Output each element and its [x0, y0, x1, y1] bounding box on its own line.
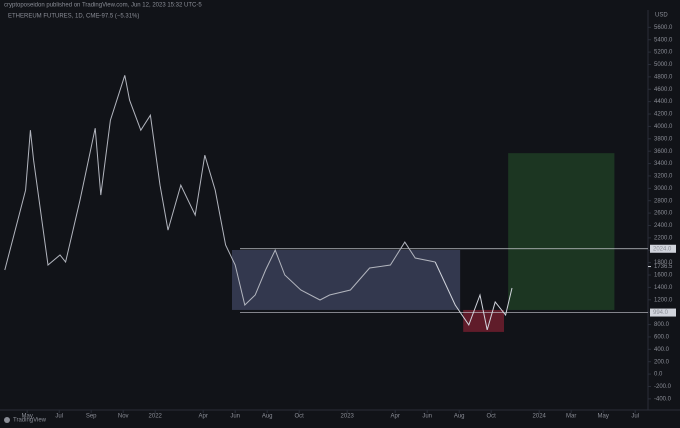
price-line [4, 75, 436, 306]
x-tick-label: Jun [422, 414, 432, 420]
zone [508, 153, 615, 310]
y-tick-label: -200.0 [654, 384, 672, 390]
x-tick-label: Sep [86, 414, 97, 420]
y-tick-label: 4400.0 [654, 99, 673, 105]
x-tick-label: Aug [454, 414, 465, 420]
y-unit: USD [655, 13, 668, 19]
chart-subtitle: −97.5 (−5.31%) [98, 14, 139, 20]
x-tick-label: Jun [230, 414, 240, 420]
x-tick-label: May [598, 414, 609, 420]
y-tick-label: 2200.0 [654, 235, 673, 241]
projection-line [434, 261, 513, 331]
x-tick-label: May [22, 414, 33, 420]
y-tick-label: 1800.0 [654, 260, 673, 266]
y-tick-label: 5000.0 [654, 62, 673, 68]
x-tick-label: 2022 [149, 414, 163, 420]
y-tick-label: 3400.0 [654, 161, 673, 167]
x-tick-label: Oct [295, 414, 305, 420]
y-tick-label: 1200.0 [654, 297, 673, 303]
y-tick-label: 1400.0 [654, 285, 673, 291]
chart-title: ETHEREUM FUTURES, 1D, CME [8, 14, 99, 20]
x-tick-label: Nov [118, 414, 129, 420]
y-tick-label: 200.0 [654, 359, 670, 365]
x-tick-label: Jul [631, 414, 639, 420]
y-tick-label: 3000.0 [654, 186, 673, 192]
x-tick-label: Jul [55, 414, 63, 420]
y-tick-label: 4200.0 [654, 112, 673, 118]
header: cryptoposeidon published on TradingView.… [4, 3, 202, 9]
zone [232, 250, 461, 310]
y-tick-label: 5600.0 [654, 25, 673, 31]
x-tick-label: 2024 [533, 414, 547, 420]
level-tag [650, 244, 676, 253]
y-tick-label: 800.0 [654, 322, 670, 328]
level-label: 2024.0 [653, 246, 672, 252]
zone [463, 309, 504, 332]
x-tick-label: Apr [391, 414, 400, 420]
y-tick-label: 400.0 [654, 347, 670, 353]
y-tick-label: 5400.0 [654, 37, 673, 43]
y-tick-label: 4800.0 [654, 74, 673, 80]
y-tick-label: 3600.0 [654, 149, 673, 155]
y-tick-label: 0.0 [654, 372, 663, 378]
y-tick-label: 2800.0 [654, 198, 673, 204]
x-tick-label: Aug [262, 414, 273, 420]
y-tick-label: 2400.0 [654, 223, 673, 229]
x-tick-label: 2023 [341, 414, 355, 420]
logo [4, 417, 10, 423]
x-tick-label: Apr [199, 414, 208, 420]
y-tick-label: 1600.0 [654, 273, 673, 279]
last-price-label: 1736.5 [654, 264, 673, 270]
y-tick-label: 3200.0 [654, 174, 673, 180]
y-tick-label: 4000.0 [654, 124, 673, 130]
x-tick-label: Mar [566, 414, 576, 420]
y-tick-label: 3800.0 [654, 136, 673, 142]
level-tag [650, 308, 676, 317]
y-tick-label: 600.0 [654, 335, 670, 341]
y-tick-label: 5200.0 [654, 50, 673, 56]
y-tick-label: 2600.0 [654, 211, 673, 217]
y-tick-label: 4600.0 [654, 87, 673, 93]
x-tick-label: Oct [487, 414, 497, 420]
footer: TradingView [13, 418, 47, 424]
y-tick-label: -400.0 [654, 396, 672, 402]
level-label: 994.0 [653, 310, 669, 316]
